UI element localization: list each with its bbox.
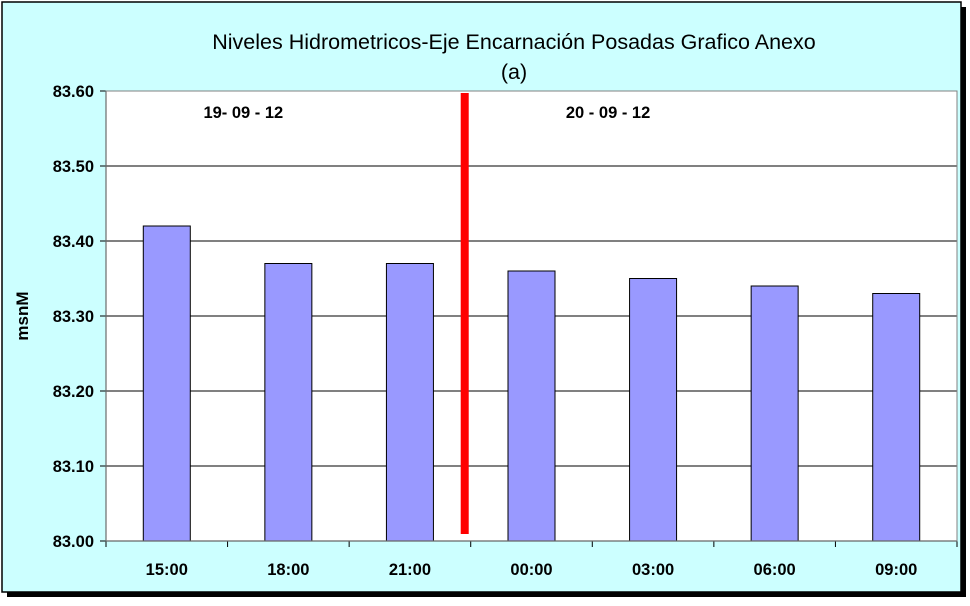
bar [507,270,556,542]
y-tick-label: 83.10 [53,458,94,476]
bar [264,263,313,542]
bar [385,263,434,542]
bars [142,225,921,542]
y-tick-label: 83.30 [53,308,94,326]
y-tick-label: 83.00 [53,533,94,551]
x-tick-label: 09:00 [875,561,917,579]
bar [750,285,799,542]
x-tick-label: 06:00 [754,561,796,579]
y-tick-label: 83.60 [53,83,94,101]
chart-title: Niveles Hidrometricos-Eje Encarnación Po… [212,30,816,54]
chart-subtitle: (a) [501,60,527,84]
x-tick-label: 15:00 [146,561,188,579]
x-tick-label: 00:00 [510,561,552,579]
x-tick-label: 03:00 [632,561,674,579]
date-divider-line [460,93,469,534]
y-tick-label: 83.50 [53,158,94,176]
y-tick-label: 83.20 [53,383,94,401]
y-axis-label: msnM [13,291,32,340]
date-annotations: 19- 09 - 12 20 - 09 - 12 [203,93,650,534]
y-tick-label: 83.40 [53,233,94,251]
plot-area-border [105,90,958,542]
bar [629,278,678,542]
date-annotation: 19- 09 - 12 [203,104,283,122]
bar [872,293,921,542]
bar [142,225,191,542]
x-tick-label: 21:00 [389,561,431,579]
date-annotation: 20 - 09 - 12 [566,104,650,122]
x-tick-label: 18:00 [267,561,309,579]
